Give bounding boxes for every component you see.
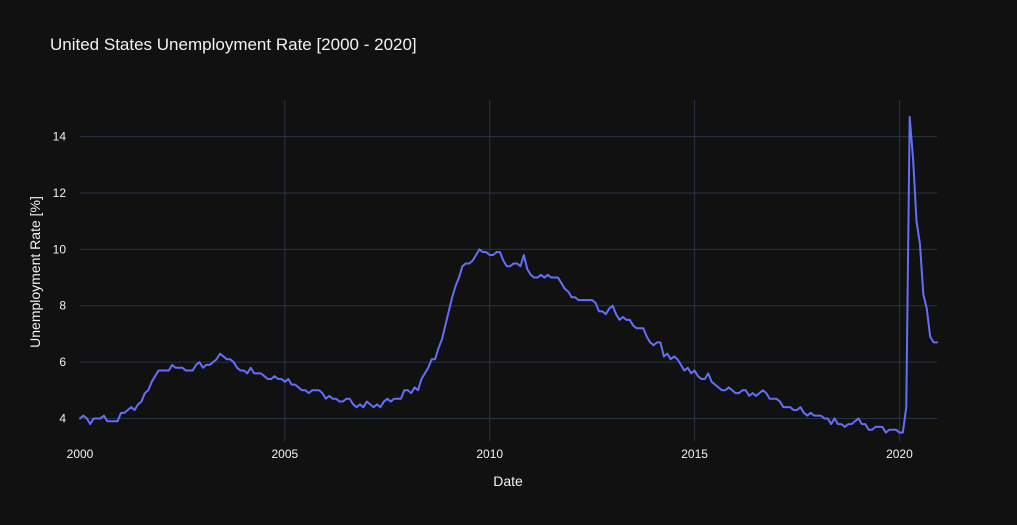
gridlines — [80, 100, 937, 441]
x-tick-label-2000: 2000 — [67, 447, 94, 461]
y-tick-label-4: 4 — [59, 411, 66, 425]
x-tick-label-2010: 2010 — [476, 447, 503, 461]
y-tick-label-14: 14 — [53, 130, 67, 144]
y-axis-ticks: 4 6 8 10 12 14 — [53, 130, 67, 426]
plot-area — [79, 115, 938, 434]
y-axis-title: Unemployment Rate [%] — [27, 196, 43, 348]
x-tick-label-2020: 2020 — [886, 447, 913, 461]
y-tick-label-10: 10 — [53, 242, 67, 256]
y-tick-label-8: 8 — [59, 299, 66, 313]
y-tick-label-12: 12 — [53, 186, 67, 200]
x-tick-label-2005: 2005 — [272, 447, 299, 461]
x-axis-title: Date — [493, 473, 523, 489]
x-tick-label-2015: 2015 — [681, 447, 708, 461]
chart-title: United States Unemployment Rate [2000 - … — [50, 35, 417, 54]
series-line-0 — [79, 115, 938, 434]
y-tick-label-6: 6 — [59, 355, 66, 369]
x-axis-ticks: 2000 2005 2010 2015 2020 — [67, 447, 913, 461]
